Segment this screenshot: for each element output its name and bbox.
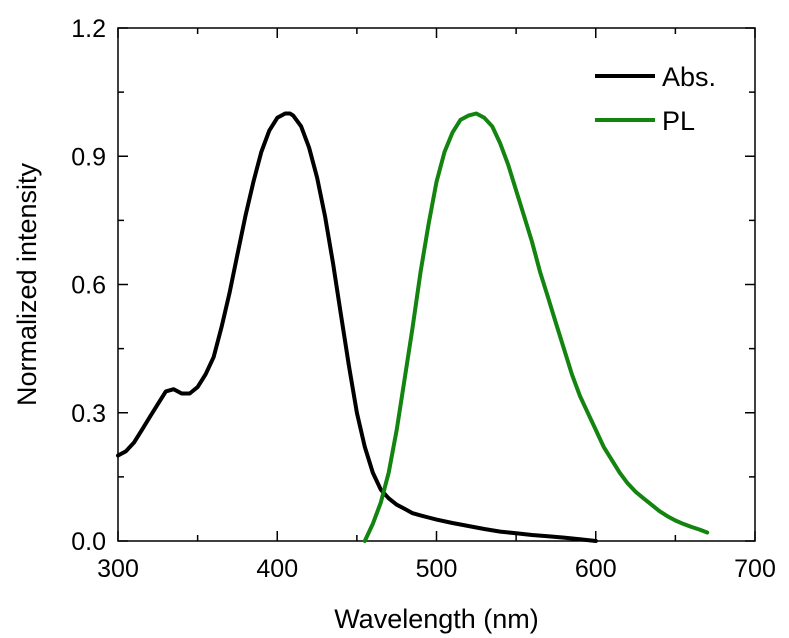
x-tick-label: 400 — [256, 555, 298, 583]
series-line-pl — [362, 111, 710, 543]
series-layer — [116, 111, 710, 543]
legend: Abs. PL — [595, 62, 716, 136]
legend-label-abs: Abs. — [662, 62, 716, 92]
x-tick-label: 600 — [575, 555, 617, 583]
x-tick-label: 500 — [416, 555, 458, 583]
plot-frame — [117, 27, 756, 542]
x-axis-title: Wavelength (nm) — [334, 604, 539, 634]
y-tick-label: 0.3 — [71, 400, 106, 428]
series-line-abs — [116, 111, 598, 543]
x-tick-label: 700 — [734, 555, 776, 583]
legend-label-pl: PL — [662, 106, 695, 136]
y-tick-label: 0.0 — [71, 528, 106, 556]
y-tick-label: 1.2 — [71, 15, 106, 43]
ticks-layer: 300 400 500 600 700 0.0 0.3 0.6 0.9 1.2 — [71, 15, 776, 583]
plot-border — [117, 27, 756, 542]
y-tick-label: 0.6 — [71, 272, 106, 300]
y-axis-title: Normalized intensity — [12, 162, 42, 406]
y-tick-label: 0.9 — [71, 143, 106, 171]
x-tick-label: 300 — [97, 555, 139, 583]
